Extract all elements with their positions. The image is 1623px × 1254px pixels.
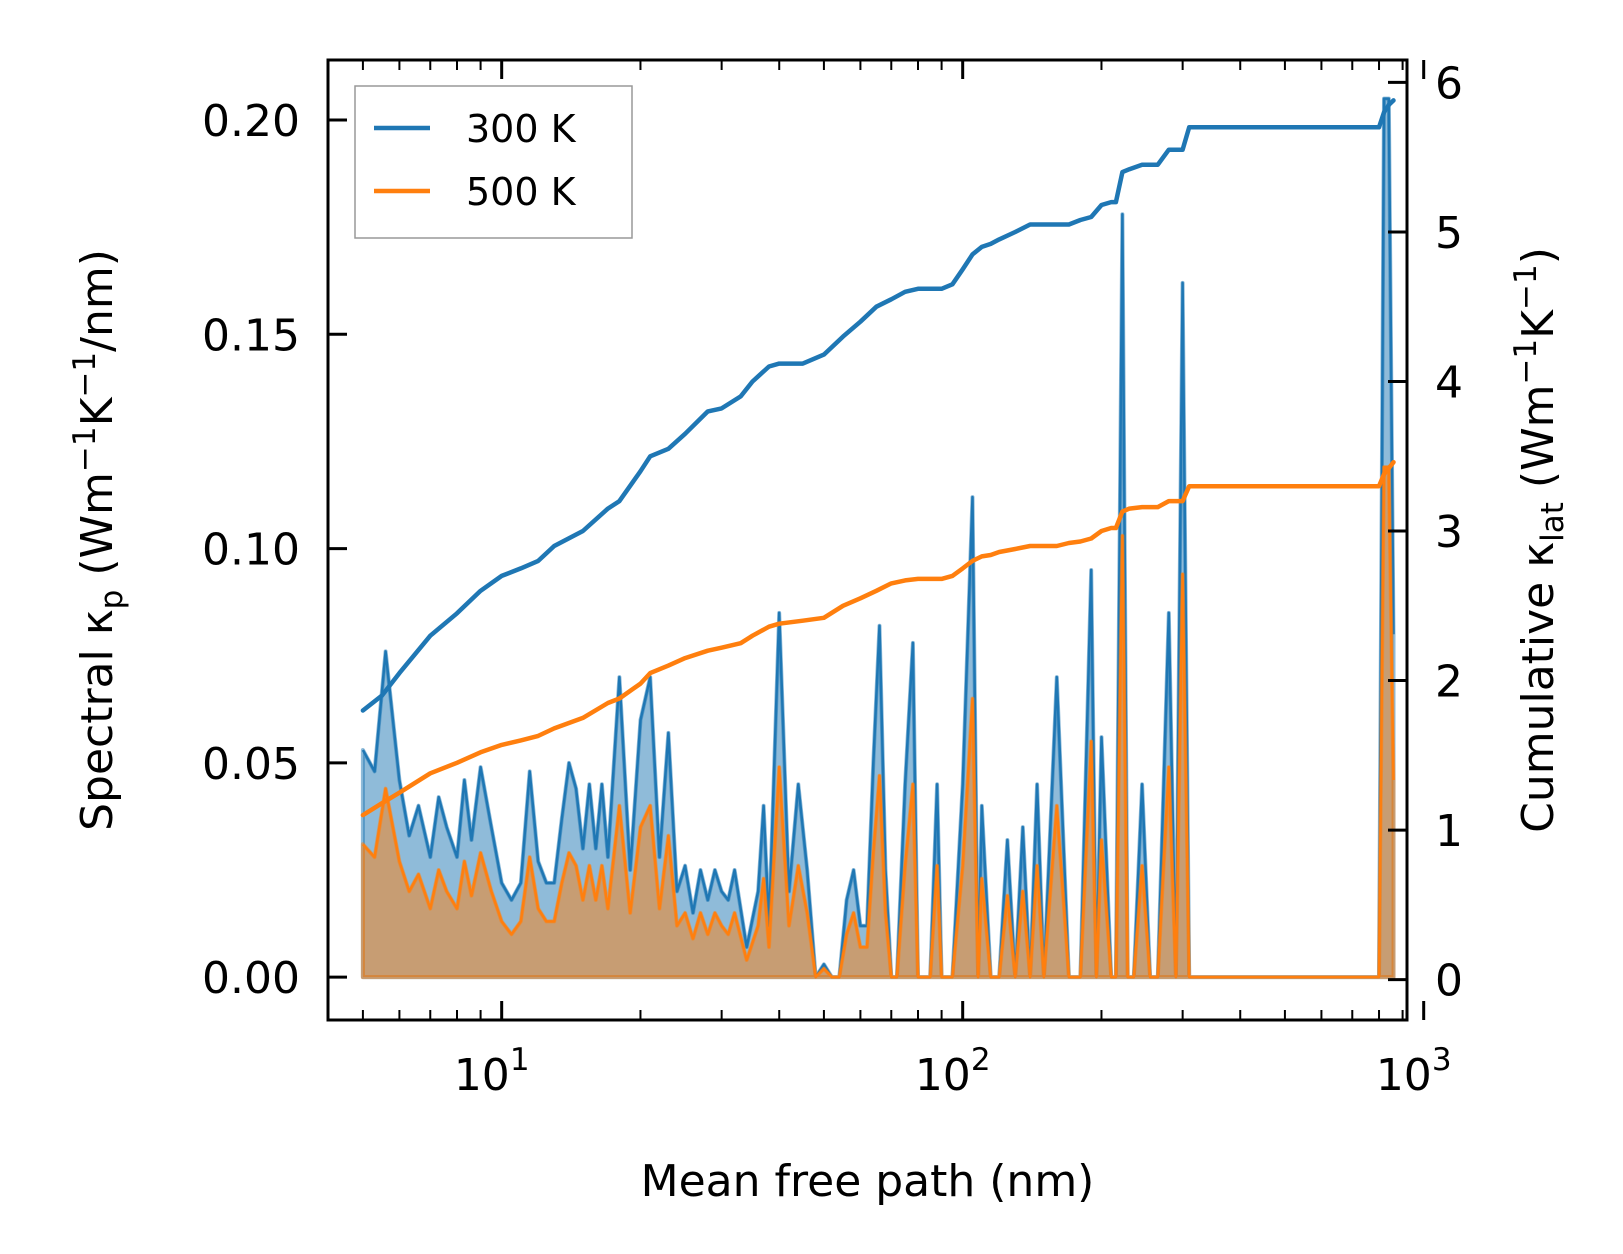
y-right-tick-label: 5 [1435,208,1463,259]
x-tick-base: 10 [454,1050,510,1101]
y-left-tick-label: 0.05 [202,739,300,790]
plot-frame [326,58,1409,1022]
spectral-fills [360,96,1396,980]
y-right-title-post: ) [1513,247,1564,264]
x-tick-base: 10 [1376,1050,1432,1101]
legend-label-300k: 300 K [466,107,577,151]
y-right-title-pre: Cumulative κ [1513,542,1564,833]
legend: 300 K 500 K [354,85,633,239]
y-left-title-sup1: −1 [67,426,103,472]
x-tick-label: 102 [915,1042,991,1101]
y-right-title-sup1: −1 [1508,339,1544,385]
x-tick-exponent: 2 [971,1042,991,1078]
x-tick-label: 103 [1376,1042,1452,1101]
y-left-title-mid2: K [72,396,123,426]
legend-box [354,85,633,239]
y-left-title-post: /nm) [72,249,123,352]
y-left-title-sup2: −1 [67,352,103,398]
y-right-tick-label: 3 [1435,507,1463,558]
cumulative-line-300k [360,98,1396,713]
legend-label-500k: 500 K [466,170,577,214]
x-tick-label: 101 [454,1042,530,1101]
y-right-tick-label: 1 [1435,806,1463,857]
y-right-tick-label: 2 [1435,657,1463,708]
y-right-axis-title: Cumulative κlat (Wm−1K−1) [1508,247,1571,833]
x-tick-exponent: 1 [510,1042,530,1078]
y-right-title-sub: lat [1535,502,1571,542]
y-right-title-mid2: K [1513,309,1564,339]
spectral-line-500k [361,465,1395,979]
y-left-tick-label: 0.15 [202,310,300,361]
y-left-title-mid: (Wm [72,472,123,590]
y-left-tick-label: 0.20 [202,96,300,147]
y-left-title-pre: Spectral κ [72,609,123,831]
y-left-title-sub: p [94,590,130,610]
y-right-tick-label: 6 [1435,58,1463,109]
y-right-tick-label: 4 [1435,357,1463,408]
y-right-tick-label: 0 [1435,956,1463,1007]
x-tick-base: 10 [915,1050,971,1101]
x-axis-title: Mean free path (nm) [641,1156,1095,1207]
y-right-title-mid: (Wm [1513,385,1564,503]
y-left-tick-label: 0.00 [202,953,300,1004]
y-left-tick-label: 0.10 [202,525,300,576]
series-lines [360,98,1396,818]
y-left-axis-title: Spectral κp (Wm−1K−1/nm) [67,249,130,831]
axis-ticks [328,60,1426,1020]
x-tick-exponent: 3 [1432,1042,1452,1078]
y-right-title-sup2: −1 [1508,264,1544,310]
cumulative-line-500k [360,459,1396,818]
